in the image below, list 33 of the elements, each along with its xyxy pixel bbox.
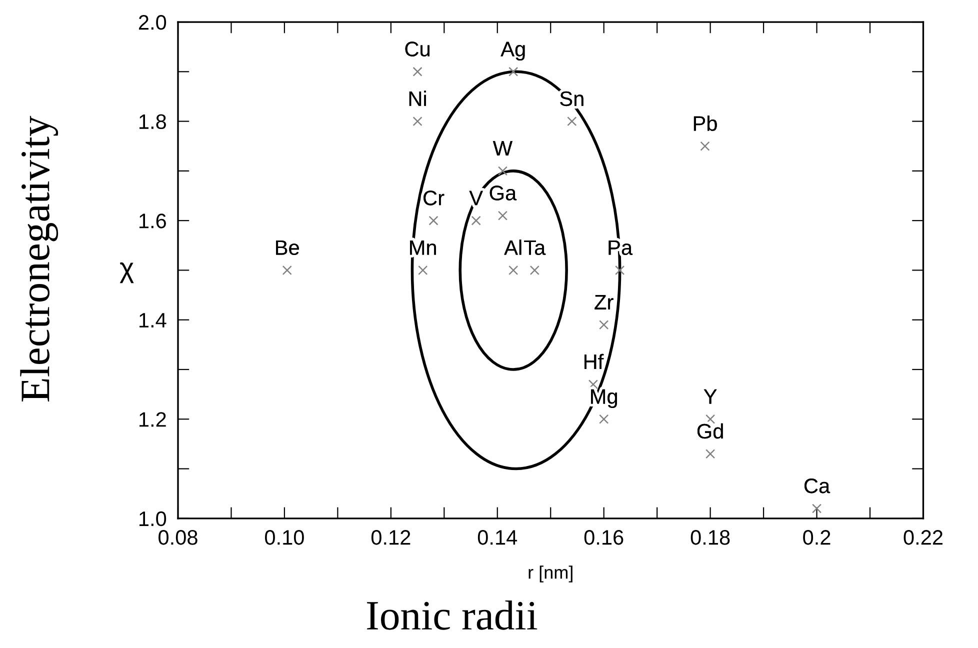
annotation: Ta — [524, 240, 546, 255]
x-tick-label: 0.2 — [803, 530, 830, 545]
annotation: Y — [704, 389, 717, 404]
annotation: Hf — [584, 354, 604, 369]
annotation: W — [492, 141, 512, 156]
x-tick-label: 0.14 — [478, 530, 518, 545]
annotation: Ga — [490, 186, 517, 200]
x-tick-label: 0.08 — [158, 530, 198, 545]
x-tick-label: 0.22 — [904, 530, 942, 545]
x-tick-label: 0.10 — [265, 530, 304, 545]
y-tick-label: 1.6 — [140, 214, 166, 228]
x-tick-label: 0.16 — [584, 530, 624, 545]
y-tick-label: 1.2 — [140, 412, 166, 427]
annotation: Cr — [424, 190, 444, 206]
x-tick-label: 0.18 — [690, 530, 730, 545]
x-axis-title: r [nm] — [528, 566, 572, 582]
annotation: Zr — [594, 295, 614, 310]
text: Electronegativity — [20, 116, 58, 402]
annotation: Be — [276, 240, 299, 255]
y-tick-label: 2.0 — [138, 15, 166, 30]
y-tick-label: 1.0 — [140, 511, 166, 526]
annotation: Gd — [697, 423, 723, 439]
annotation: Ni — [409, 90, 426, 106]
text: Ionic radii — [367, 600, 538, 630]
y-axis-title: χ — [120, 262, 134, 284]
annotation: Cu — [405, 42, 430, 56]
y-tick-label: 1.4 — [140, 313, 166, 328]
x-tick-label: 0.12 — [371, 530, 410, 545]
y-tick-label: 1.8 — [140, 114, 166, 130]
annotation: Al — [504, 240, 522, 255]
annotation: Ca — [804, 478, 830, 494]
annotation: Ag — [500, 42, 525, 61]
annotation: Pb — [694, 116, 717, 131]
